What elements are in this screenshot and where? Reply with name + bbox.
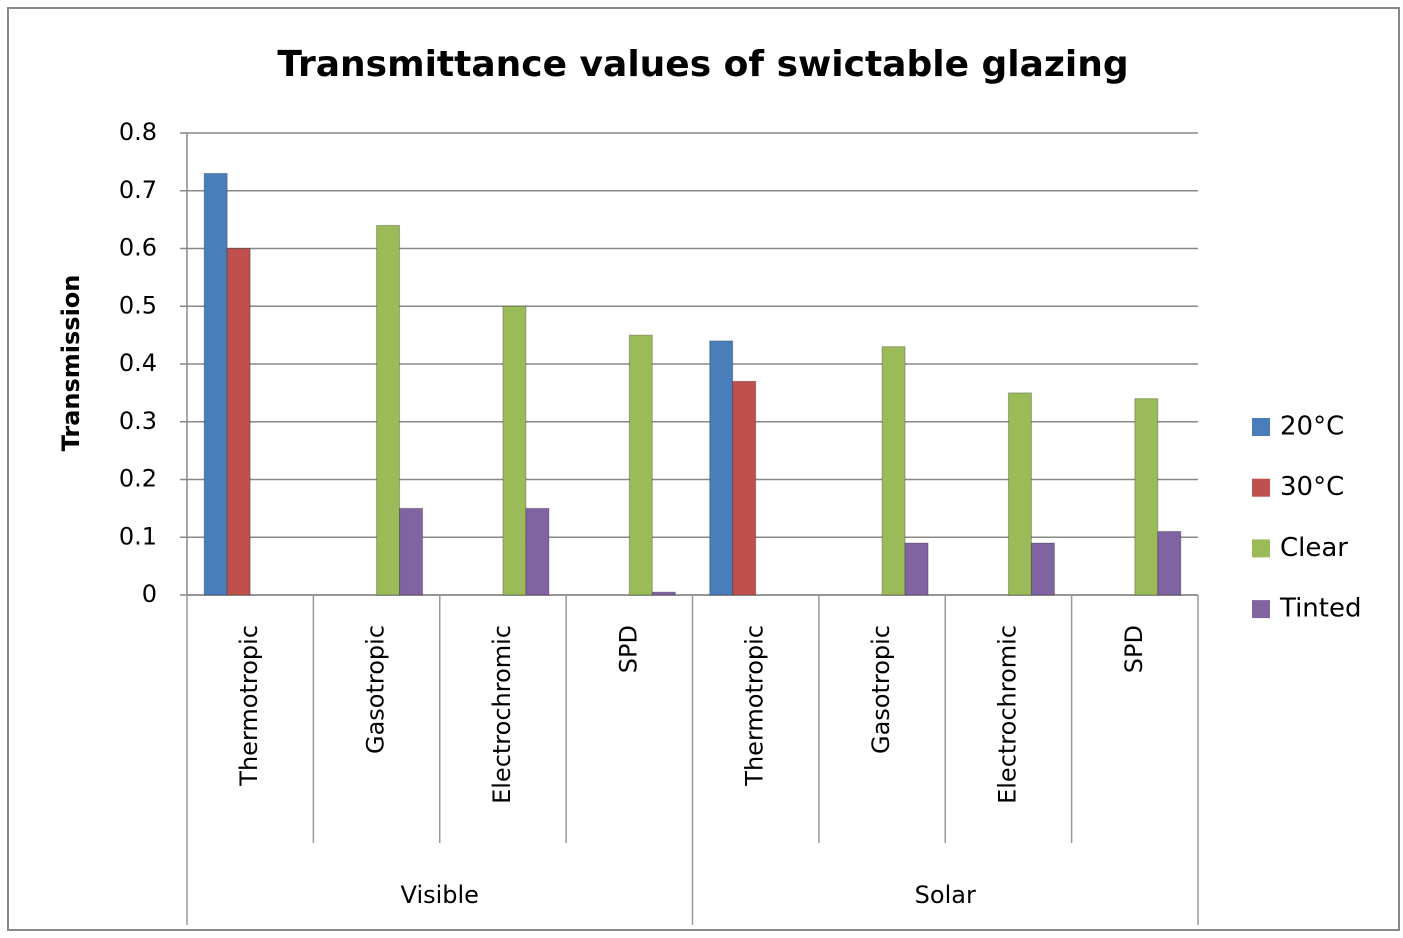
bar xyxy=(376,224,401,596)
legend-swatch xyxy=(1252,600,1270,619)
legend-label: Clear xyxy=(1280,533,1348,563)
y-tick-label: 0.5 xyxy=(119,291,157,319)
bar xyxy=(502,305,527,596)
x-tick-label: Thermotropic xyxy=(235,625,263,787)
bar xyxy=(628,334,653,596)
x-tick-label: Thermotropic xyxy=(741,625,769,787)
legend-swatch xyxy=(1252,478,1270,497)
legend-label: 20°C xyxy=(1280,412,1344,442)
x-tick-label: SPD xyxy=(614,625,642,673)
bar xyxy=(525,507,550,596)
y-tick-label: 0.2 xyxy=(119,465,157,493)
bar xyxy=(226,248,251,596)
y-tick-label: 0.1 xyxy=(119,522,157,550)
y-tick-label: 0.4 xyxy=(119,349,157,377)
bar xyxy=(904,542,929,596)
group-label: Solar xyxy=(915,881,976,909)
bar xyxy=(1007,392,1032,596)
group-label: Visible xyxy=(401,881,479,909)
x-tick-label: Gasotropic xyxy=(867,625,895,754)
y-tick-label: 0.3 xyxy=(119,407,157,435)
y-tick-label: 0.7 xyxy=(119,176,157,204)
x-tick-label: Electrochromic xyxy=(488,625,516,804)
bar xyxy=(651,591,676,596)
bar xyxy=(1157,530,1182,596)
y-tick-label: 0 xyxy=(142,580,157,608)
legend-swatch xyxy=(1252,418,1270,436)
bar xyxy=(1134,398,1159,596)
y-tick-label: 0.8 xyxy=(119,118,157,146)
bar xyxy=(1030,542,1055,596)
bar xyxy=(732,380,757,596)
x-tick-label: Electrochromic xyxy=(993,625,1021,804)
bar xyxy=(709,340,734,596)
y-axis-label: Transmission xyxy=(57,275,85,452)
bar xyxy=(881,346,906,596)
legend-label: 30°C xyxy=(1280,472,1344,502)
x-tick-label: SPD xyxy=(1120,625,1148,673)
legend-label: Tinted xyxy=(1279,594,1361,624)
chart-title: Transmittance values of swictable glazin… xyxy=(277,44,1128,85)
bar xyxy=(399,507,424,596)
bar xyxy=(203,172,228,596)
y-tick-label: 0.6 xyxy=(119,234,157,262)
legend-swatch xyxy=(1252,539,1270,558)
x-tick-label: Gasotropic xyxy=(362,625,390,754)
